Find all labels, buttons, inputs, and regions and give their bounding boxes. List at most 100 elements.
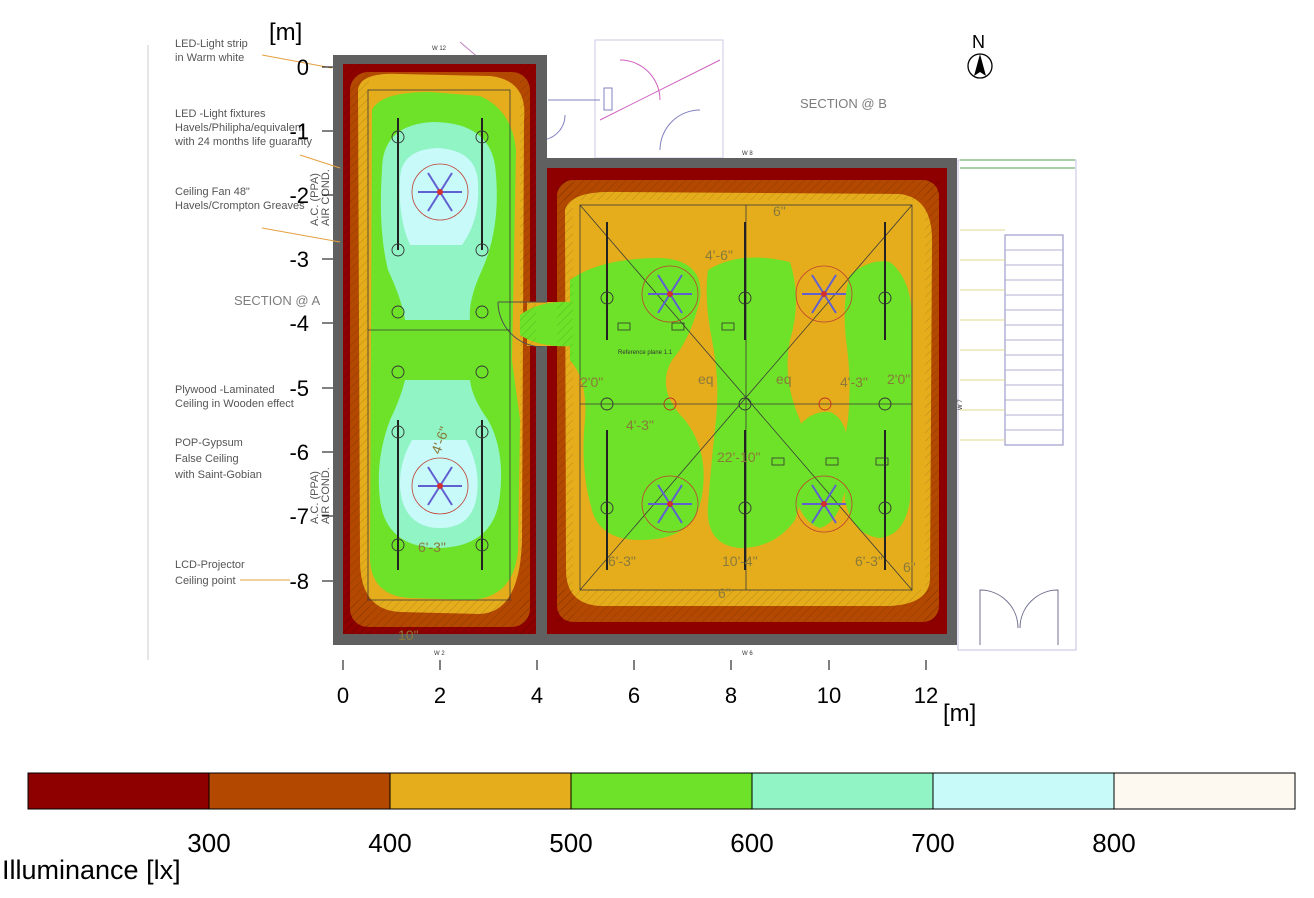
dimension-label: 6" [718,585,731,601]
x-tick-label: 12 [914,683,938,708]
hatch-left-room-bottom [343,600,536,634]
legend-swatch [570,772,753,810]
dimension-label: 4'-6" [705,247,733,263]
legend-break-label: 500 [549,828,592,858]
dimension-label: eq [776,371,792,387]
spec-note-line: LED -Light fixtures [175,108,266,120]
ac-label: A.C. (PPA) [309,471,321,524]
light-strips [397,118,886,570]
dimension-label: 22'-10" [717,449,760,465]
y-tick-label: -8 [289,569,309,594]
legend-break-label: 700 [911,828,954,858]
dimension-label: 10" [398,627,419,643]
ceiling-fan-icon [411,163,469,221]
dimension-label: 10'-4" [722,553,758,569]
spec-note-line: Ceiling Fan 48" [175,186,250,198]
ac-units [617,322,889,466]
ceiling-fan-icon [795,475,853,533]
legend-break-label: 800 [1092,828,1135,858]
ceiling-fans [411,163,853,533]
x-axis: 0 2 4 6 8 10 12 [m] [337,660,976,727]
north-label: N [972,32,985,52]
spec-note-led-fixtures: LED -Light fixtures Havels/Philipha/equi… [174,108,341,169]
y-tick-label: -4 [289,311,309,336]
ac-label: A.C. (PPA) [309,173,321,226]
y-tick-label: 0 [297,55,309,80]
right-room-illuminance [547,168,947,634]
spec-note-line: with Saint-Gobian [174,469,262,481]
y-tick-label: -2 [289,183,309,208]
dimension-label: eq [698,371,714,387]
wall-label: W 7 [958,399,964,410]
y-axis: [m] 0 -1 -2 -3 -4 -5 -6 -7 -8 [269,19,333,594]
x-tick-label: 2 [434,683,446,708]
ceiling-fan-icon [411,457,469,515]
dimension-label: 4'-3" [840,374,868,390]
spec-notes: LED-Light strip in Warm white LED -Light… [174,38,341,587]
hatch-right-room-bottom [557,590,939,622]
legend-swatch [27,772,210,810]
wall-label: W 8 [742,151,753,157]
spec-note-led-strip: LED-Light strip in Warm white [175,38,333,69]
spec-note-plywood: Plywood -Laminated Ceiling in Wooden eff… [175,384,294,410]
right-room-zone-green-1 [570,258,704,540]
ceiling-fan-icon [795,265,853,323]
spec-note-line: Ceiling in Wooden effect [175,398,294,410]
legend-swatch [932,772,1115,810]
x-tick-label: 10 [817,683,841,708]
wall-label: W 2 [434,651,445,657]
hatch-right-room-top [557,180,939,200]
right-room-zone-green-4 [794,411,849,528]
legend-break-label: 300 [187,828,230,858]
dimension-label: 6" [773,203,786,219]
wall-label: W 12 [432,46,447,52]
dimension-label: 2'0" [887,371,910,387]
y-tick-label: -3 [289,247,309,272]
y-tick-label: -7 [289,504,309,529]
plan-annotations: W 12 W 8 W 2 W 6 W 7 Reference plane 1.1… [234,46,964,657]
spec-note-line: False Ceiling [175,453,239,465]
y-axis-unit: [m] [269,19,302,46]
right-room-zone-green-3 [844,261,912,538]
ac-label: AIR COND. [320,169,332,226]
spec-note-pop-gypsum: POP-Gypsum False Ceiling with Saint-Gobi… [174,437,262,481]
hatch-left-wall-strip [343,64,369,634]
legend-break-label: 600 [730,828,773,858]
spec-note-line: LED-Light strip [175,38,248,50]
ceiling-fan-icon [641,475,699,533]
x-tick-label: 6 [628,683,640,708]
reference-plane-label: Reference plane 1.1 [618,350,673,356]
dimension-label: 6'-3" [855,553,883,569]
hatch-right-room-left [557,180,573,622]
dimension-label: 4'-3" [626,417,654,433]
x-tick-label: 8 [725,683,737,708]
spec-note-line: Plywood -Laminated [175,384,275,396]
y-tick-label: -1 [289,119,309,144]
x-tick-label: 0 [337,683,349,708]
x-tick-label: 4 [531,683,543,708]
dimension-label: 6" [903,559,916,575]
light-fixtures [391,130,892,552]
left-room-zone-cyan-top [399,148,479,245]
north-arrow: N [967,32,993,79]
spec-note-line: Havels/Philipha/equivalent [175,122,304,134]
spec-note-line: LCD-Projector [175,559,245,571]
spec-note-line: with 24 months life guaranty [174,136,312,148]
spec-note-line: Ceiling point [175,575,236,587]
spec-note-line: POP-Gypsum [175,437,243,449]
illuminance-legend: 300 400 500 600 700 800 Illuminance [lx] [2,772,1296,885]
wall-label: W 6 [742,651,753,657]
legend-title: Illuminance [lx] [2,855,181,885]
spec-note-line: in Warm white [175,52,244,64]
legend-swatch [1113,772,1296,810]
spec-note-ceiling-fan: Ceiling Fan 48" Havels/Crompton Greaves [175,186,341,243]
dimension-label: 6'-3" [418,539,446,555]
y-tick-label: -5 [289,376,309,401]
spec-note-line: Havels/Crompton Greaves [175,200,305,212]
ceiling-fan-icon [641,265,699,323]
architectural-background [147,39,1077,660]
x-axis-unit: [m] [943,700,976,727]
section-label: SECTION @ A [234,293,320,308]
hatch-left-room-strip [520,64,536,634]
